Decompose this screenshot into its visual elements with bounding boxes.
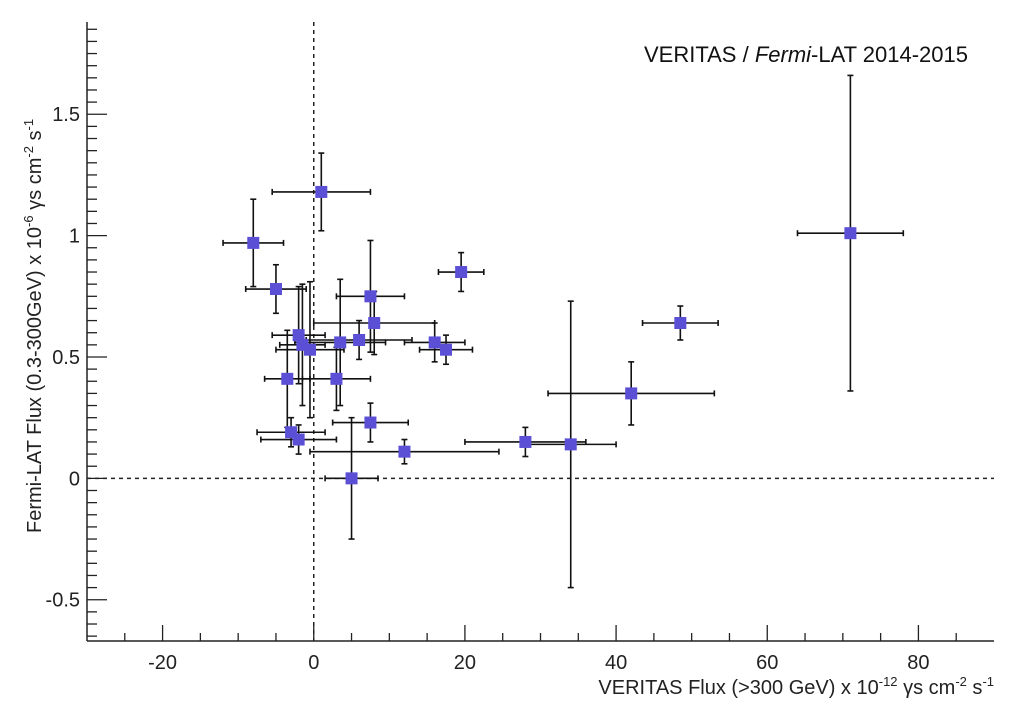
data-point: [345, 472, 358, 485]
data-point: [674, 317, 687, 330]
data-point: [440, 343, 453, 356]
data-point: [315, 185, 328, 198]
x-tick-label: 40: [605, 652, 627, 674]
data-point: [247, 236, 260, 249]
data-point: [364, 290, 377, 303]
x-tick-label: 80: [907, 652, 929, 674]
x-tick-label: 0: [308, 652, 319, 674]
data-point: [844, 227, 857, 240]
data-point: [292, 433, 305, 446]
data-point: [428, 336, 441, 349]
y-tick-label: 0: [69, 468, 80, 490]
data-point: [625, 387, 638, 400]
data-point: [334, 336, 347, 349]
data-point: [519, 435, 532, 448]
x-tick-label: 60: [756, 652, 778, 674]
data-point: [353, 333, 366, 346]
y-tick-label: 0.5: [52, 347, 80, 369]
data-point: [564, 438, 577, 451]
data-point: [398, 445, 411, 458]
x-tick-label: 20: [454, 652, 476, 674]
y-axis-title: Fermi-LAT Flux (0.3-300GeV) x 10-6 γs cm…: [21, 119, 46, 533]
x-axis-title: VERITAS Flux (>300 GeV) x 10-12 γs cm-2 …: [598, 674, 994, 699]
data-point: [281, 372, 294, 385]
data-point: [269, 283, 282, 296]
chart-title: VERITAS / Fermi-LAT 2014-2015: [644, 42, 968, 67]
y-tick-label: -0.5: [46, 590, 80, 612]
data-point: [292, 329, 305, 342]
data-point: [303, 343, 316, 356]
y-tick-label: 1.5: [52, 104, 80, 126]
data-point: [455, 266, 468, 279]
data-point: [368, 317, 381, 330]
y-tick-label: 1: [69, 226, 80, 248]
data-point: [330, 372, 343, 385]
x-tick-label: -20: [148, 652, 177, 674]
data-point: [364, 416, 377, 429]
